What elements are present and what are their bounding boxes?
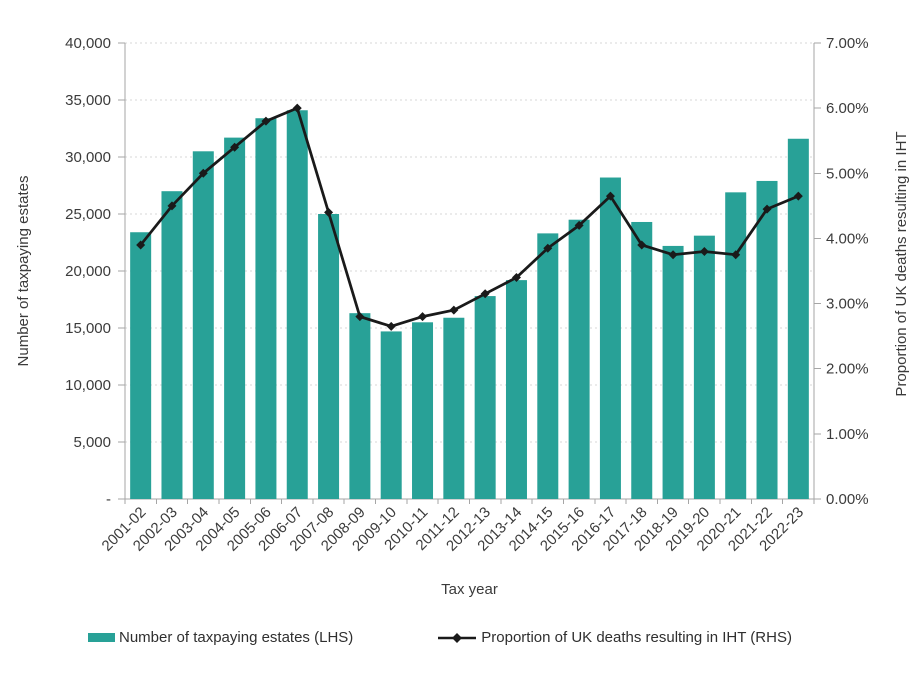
right-tick-label-7: 7.00% <box>826 35 869 52</box>
bar-2012-13 <box>474 296 496 499</box>
left-tick-label-3: 15,000 <box>65 320 111 337</box>
legend-item-taxpaying-estates: Number of taxpaying estates (LHS) <box>88 629 353 646</box>
right-tick-label-4: 4.00% <box>826 230 869 247</box>
iht-combo-chart: - 5,000 10,000 15,000 20,000 25,000 30,000 35,0… <box>15 35 910 598</box>
bar-2001-02 <box>130 232 152 500</box>
right-tick-label-2: 2.00% <box>826 361 869 378</box>
bar-2021-22 <box>756 180 778 499</box>
line-marker-2015-16 <box>574 220 584 230</box>
bar-2019-20 <box>693 235 715 499</box>
bar-2013-14 <box>505 280 527 499</box>
right-tick-label-3: 3.00% <box>826 296 869 313</box>
bar-2016-17 <box>599 177 621 499</box>
line-marker-2006-07 <box>292 103 302 113</box>
legend-diamond-marker <box>452 632 463 643</box>
line-marker-2008-09 <box>355 312 365 322</box>
line-marker-2012-13 <box>480 289 490 299</box>
line-marker-2016-17 <box>605 191 615 201</box>
line-marker-2011-12 <box>449 305 459 315</box>
bar-2014-15 <box>537 233 559 499</box>
line-marker-2021-22 <box>762 204 772 214</box>
left-axis-title: Number of taxpaying estates <box>15 176 32 367</box>
bar-2017-18 <box>631 221 653 500</box>
bar-2011-12 <box>443 317 465 499</box>
line-marker-2013-14 <box>511 273 521 283</box>
line-marker-2020-21 <box>731 250 741 260</box>
bar-2003-04 <box>192 151 214 500</box>
bar-2002-03 <box>161 191 183 499</box>
line-marker-2019-20 <box>699 246 709 256</box>
legend-label-iht-proportion: Proportion of UK deaths resulting in IHT… <box>481 629 792 646</box>
bar-2005-06 <box>255 118 277 500</box>
bar-2008-09 <box>349 313 371 499</box>
left-tick-label-4: 20,000 <box>65 263 111 280</box>
line-marker-2005-06 <box>261 116 271 126</box>
bar-2007-08 <box>318 214 340 499</box>
left-tick-label-1: 5,000 <box>73 434 111 451</box>
line-marker-2018-19 <box>668 250 678 260</box>
bar-2022-23 <box>787 138 809 499</box>
right-axis-title: Proportion of UK deaths resulting in IHT <box>893 131 910 396</box>
right-tick-label-0: 0.00% <box>826 491 869 508</box>
left-tick-label-0: - <box>106 491 111 508</box>
bar-series <box>130 110 809 500</box>
line-marker-2017-18 <box>637 240 647 250</box>
line-marker-2001-02 <box>136 240 146 250</box>
line-markers <box>136 103 803 331</box>
x-axis-title: Tax year <box>441 581 498 598</box>
line-marker-2009-10 <box>386 321 396 331</box>
line-marker-2014-15 <box>543 243 553 253</box>
line-marker-2003-04 <box>198 168 208 178</box>
axes <box>118 42 821 504</box>
left-tick-label-5: 25,000 <box>65 206 111 223</box>
bar-2018-19 <box>662 245 684 499</box>
bar-2020-21 <box>725 192 747 499</box>
tick-labels: - 5,000 10,000 15,000 20,000 25,000 30,000 35,0… <box>65 35 868 555</box>
bar-2010-11 <box>412 322 434 499</box>
line-series-swatch <box>438 632 477 643</box>
left-tick-label-6: 30,000 <box>65 149 111 166</box>
bar-2015-16 <box>568 219 590 499</box>
bar-2009-10 <box>380 331 402 499</box>
left-tick-label-2: 10,000 <box>65 377 111 394</box>
legend-label-taxpaying-estates: Number of taxpaying estates (LHS) <box>119 629 354 646</box>
right-tick-label-1: 1.00% <box>826 426 869 443</box>
left-tick-label-8: 40,000 <box>65 35 111 52</box>
iht-proportion-line <box>139 106 799 328</box>
bar-series-swatch <box>88 633 115 642</box>
bar-2004-05 <box>224 137 246 499</box>
line-marker-2004-05 <box>230 142 240 152</box>
legend-item-iht-proportion: Proportion of UK deaths resulting in IHT… <box>437 629 792 646</box>
right-tick-label-5: 5.00% <box>826 165 869 182</box>
line-marker-2010-11 <box>418 312 428 322</box>
bar-2006-07 <box>286 110 308 499</box>
line-marker-2007-08 <box>324 207 334 217</box>
line-marker-2002-03 <box>167 201 177 211</box>
line-marker-2022-23 <box>793 191 803 201</box>
left-tick-label-7: 35,000 <box>65 92 111 109</box>
chart-legend: Number of taxpaying estates (LHS) Propor… <box>0 629 924 646</box>
right-tick-label-6: 6.00% <box>826 100 869 117</box>
